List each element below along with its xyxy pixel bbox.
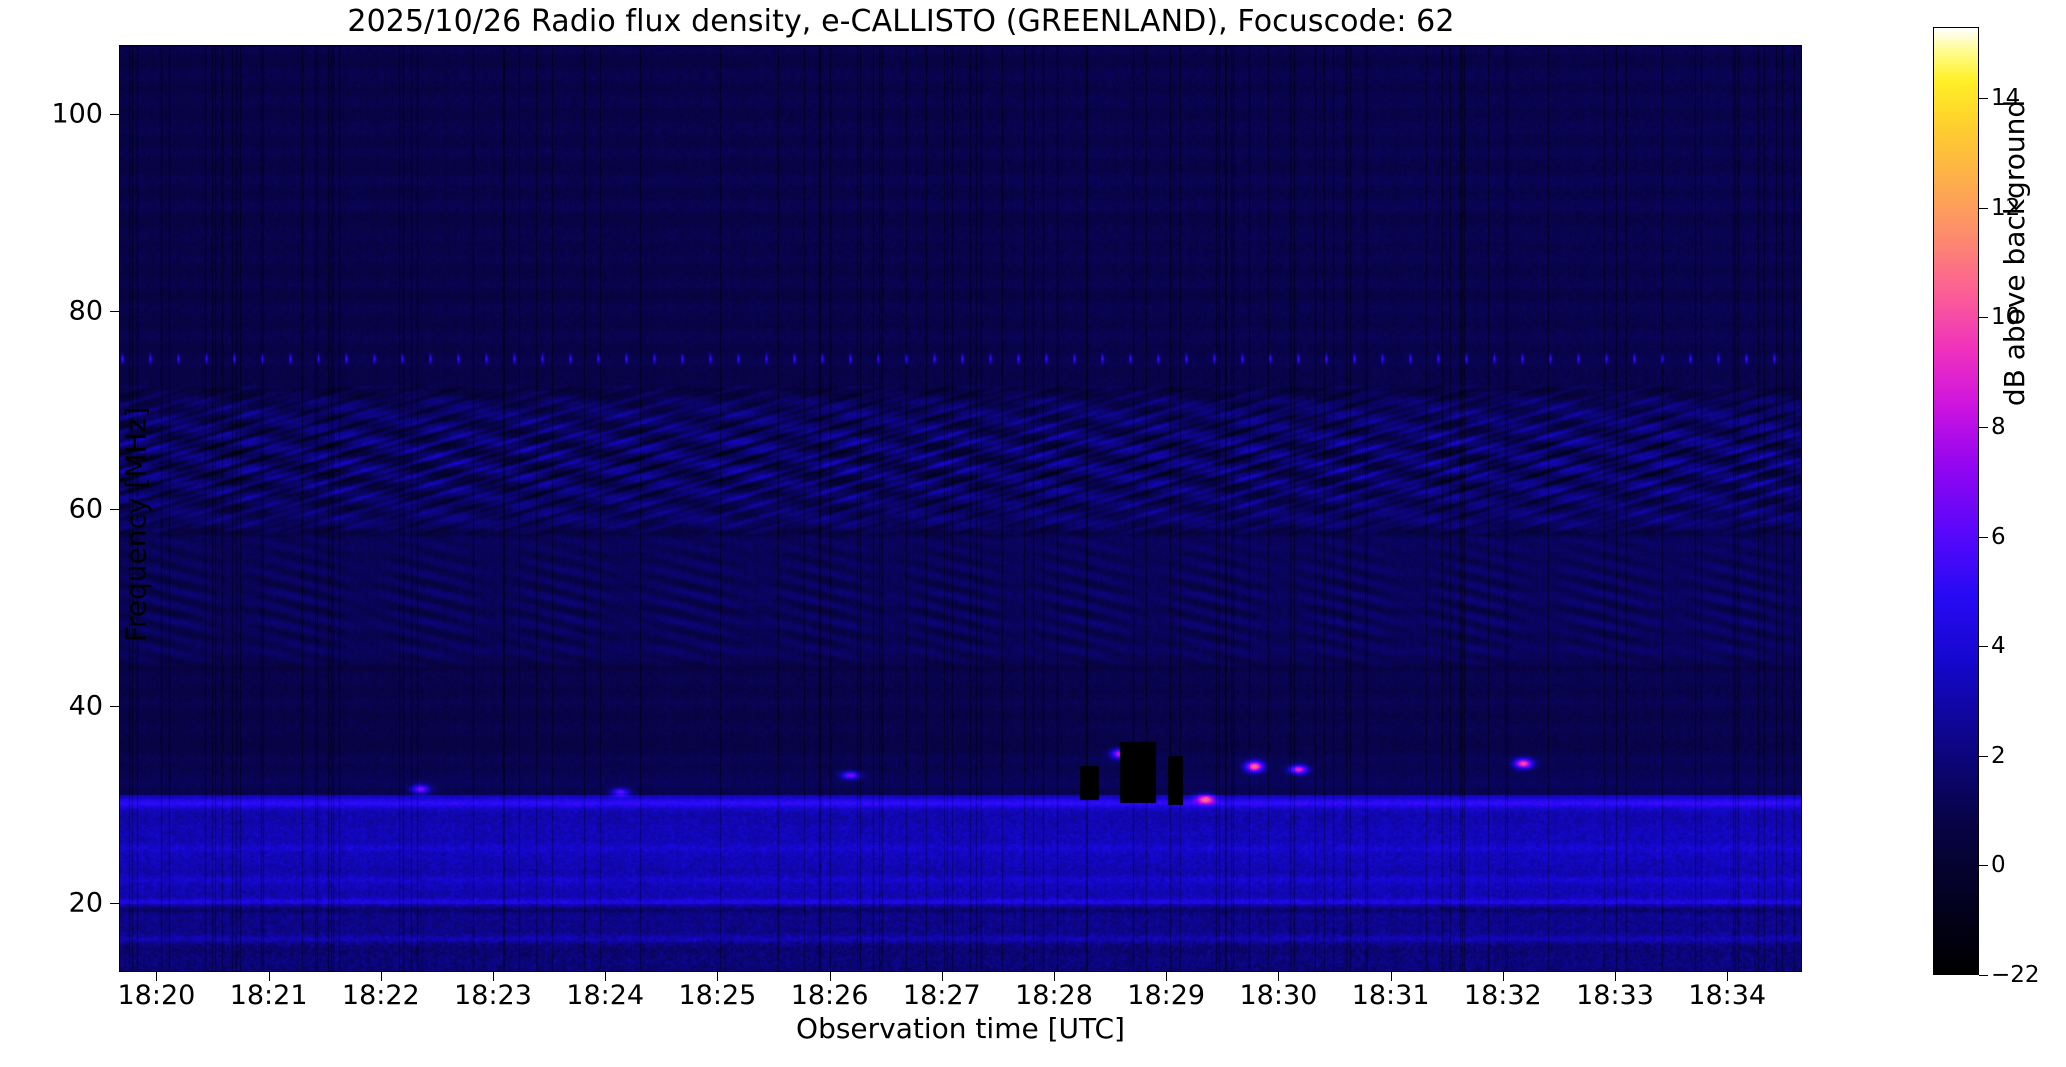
x-axis-label: Observation time [UTC] bbox=[796, 1012, 1125, 1045]
x-tick-mark bbox=[1054, 972, 1055, 981]
y-tick-mark bbox=[110, 705, 119, 707]
colorbar-tick-mark bbox=[1979, 975, 1988, 976]
x-tick-label: 18:27 bbox=[902, 980, 981, 1011]
y-tick-label: 60 bbox=[68, 493, 103, 524]
y-tick-label: 20 bbox=[68, 887, 103, 919]
colorbar-tick-mark bbox=[1979, 865, 1988, 867]
colorbar-tick-mark bbox=[1979, 646, 1988, 648]
colorbar-tick-mark bbox=[1979, 207, 1988, 209]
x-tick-mark bbox=[1390, 972, 1392, 981]
colorbar-tick-label: 12 bbox=[1991, 194, 2021, 221]
x-tick-label: 18:23 bbox=[454, 980, 532, 1011]
x-tick-label: 18:21 bbox=[229, 980, 308, 1011]
spectrogram-axes bbox=[119, 45, 1802, 972]
x-tick-mark bbox=[829, 972, 831, 981]
colorbar-tick-label: −22 bbox=[1991, 962, 2040, 988]
x-tick-mark bbox=[1166, 972, 1168, 981]
colorbar-label: dB above background bbox=[1998, 99, 2031, 407]
x-tick-mark bbox=[605, 972, 607, 981]
x-tick-mark bbox=[941, 972, 943, 981]
colorbar-tick-mark bbox=[1979, 755, 1988, 757]
colorbar-tick-mark bbox=[1979, 536, 1988, 538]
y-tick-mark bbox=[110, 508, 119, 510]
x-tick-label: 18:32 bbox=[1463, 980, 1542, 1011]
x-tick-label: 18:22 bbox=[341, 980, 420, 1011]
y-tick-mark bbox=[110, 114, 119, 116]
x-tick-mark bbox=[156, 972, 158, 981]
colorbar-tick-mark bbox=[1979, 427, 1988, 429]
x-tick-label: 18:34 bbox=[1688, 980, 1767, 1011]
y-axis-label: Frequency [MHz] bbox=[119, 406, 153, 643]
x-tick-label: 18:31 bbox=[1351, 980, 1430, 1011]
colorbar bbox=[1933, 27, 1979, 975]
colorbar-tick-label: 2 bbox=[1991, 742, 2006, 769]
x-tick-mark bbox=[493, 972, 494, 981]
x-tick-mark bbox=[1278, 972, 1280, 981]
x-tick-label: 18:28 bbox=[1015, 980, 1093, 1011]
x-tick-label: 18:30 bbox=[1239, 980, 1318, 1011]
colorbar-gradient bbox=[1933, 27, 1979, 975]
x-tick-mark bbox=[380, 972, 382, 981]
x-tick-mark bbox=[268, 972, 270, 981]
x-tick-mark bbox=[717, 972, 719, 981]
y-tick-mark bbox=[110, 902, 119, 904]
colorbar-tick-label: 4 bbox=[1991, 633, 2006, 660]
x-tick-mark bbox=[1727, 972, 1729, 981]
x-tick-mark bbox=[1502, 972, 1504, 981]
spectrogram-image bbox=[120, 46, 1801, 971]
colorbar-tick-label: 10 bbox=[1991, 304, 2021, 331]
colorbar-tick-mark bbox=[1979, 317, 1988, 319]
x-tick-label: 18:25 bbox=[678, 980, 757, 1011]
colorbar-tick-label: 6 bbox=[1991, 523, 2006, 550]
x-tick-label: 18:29 bbox=[1127, 980, 1206, 1011]
colorbar-tick-label: 14 bbox=[1991, 85, 2021, 112]
x-tick-label: 18:33 bbox=[1576, 980, 1654, 1011]
x-tick-label: 18:24 bbox=[566, 980, 645, 1011]
page-title: 2025/10/26 Radio flux density, e-CALLIST… bbox=[347, 4, 1455, 39]
y-tick-label: 80 bbox=[68, 295, 103, 327]
colorbar-tick-mark bbox=[1979, 98, 1988, 100]
y-tick-label: 100 bbox=[51, 98, 103, 130]
colorbar-tick-label: 0 bbox=[1991, 852, 2006, 879]
y-tick-mark bbox=[110, 311, 119, 313]
colorbar-tick-label: 8 bbox=[1991, 414, 2006, 441]
x-tick-label: 18:20 bbox=[117, 980, 196, 1011]
y-tick-label: 40 bbox=[68, 690, 103, 722]
x-tick-mark bbox=[1615, 972, 1616, 981]
x-tick-label: 18:26 bbox=[790, 980, 869, 1011]
